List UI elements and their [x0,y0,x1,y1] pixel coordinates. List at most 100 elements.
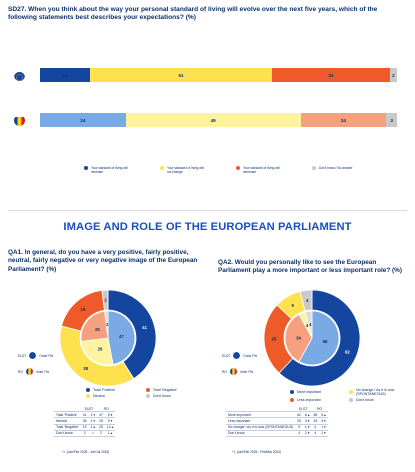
qa1-table: EU27 RO Total 'Positive' 41 1 ▾ 47 6 ▾ Neutra… [54,406,116,437]
table-cell: 58 [311,411,320,419]
legend-item: No change / As it is now (SPONTANEOUS) [349,388,408,396]
bar-segment: 14 [40,68,90,82]
qa2-outer-key: EU27 Outer Pie [222,352,258,359]
outer-slice-label: 25 [272,337,277,342]
qa2-table: EU27 RO More important 62 6 ▴ 58 5 ▴ Less imp… [226,406,328,437]
legend-item: Don't know [146,394,206,398]
outer-slice-label: 41 [142,325,147,330]
sd27-bar-ro: 24 49 24 3 [40,113,397,127]
table-header: RO [311,406,328,413]
table-cell: 1 ▴ [104,430,116,437]
table-cell: 38 [80,417,89,425]
table-header: EU27 [295,406,312,413]
table-cell: = [88,430,98,437]
sd27-bar-eu: 14 51 33 2 [40,68,397,82]
table-cell: No change / As it is now (SPONTANEOUS) [226,424,296,431]
outer-slice [101,289,109,311]
table-cell: Less important [226,417,296,425]
table-header: EU27 [80,406,98,413]
legend-item: Total 'Negative' [146,388,206,392]
table-cell: 1 ▾ [88,417,98,425]
table-row: More important 62 6 ▴ 58 5 ▴ [226,411,328,419]
table-cell: 5 ▴ [319,411,328,419]
qa2-legend: More important No change / As it is now … [290,388,408,404]
table-row: No change / As it is now (SPONTANEOUS) 9 1… [226,424,328,431]
legend-item: More important [290,388,349,396]
table-row: Don't know 2 = 2 1 ▴ [54,430,116,437]
table-cell: 47 [97,411,105,419]
legend-item: Less important [290,398,349,402]
table-header: RO [97,406,116,413]
table-cell: 9 ▾ [104,417,116,425]
table-cell: 25 [295,417,303,425]
inner-slice-label: 4 [309,322,312,327]
section-title: IMAGE AND ROLE OF THE EUROPEAN PARLIAMEN… [63,221,352,233]
inner-slice-label: 4 [306,323,309,328]
bar-segment: 24 [300,113,387,127]
outer-slice [107,289,157,380]
table-cell: 1 ▾ [319,430,328,437]
table-cell: 4 [311,430,320,437]
bar-segment: 49 [125,113,301,127]
table-cell: Don't know [54,430,81,437]
table-cell: 3 ▾ [302,417,312,425]
outer-slice-label: 4 [306,298,309,303]
divider [8,210,407,211]
table-cell: 1 ▴ [88,424,98,431]
table-cell: 2 [97,430,105,437]
outer-slice-label: 2 [104,298,107,303]
table-header [226,406,296,413]
outer-slice-label: 38 [83,366,88,371]
qa1-legend: Total 'Positive' Total 'Negative' Neutra… [86,388,206,400]
inner-slice-label: 34 [296,336,301,341]
outer-slice-label: 9 [291,303,294,308]
inner-slice-label: 58 [323,339,328,344]
table-cell: Neutral [54,417,81,425]
bar-segment: 33 [272,68,390,82]
legend-item: Total 'Positive' [86,388,146,392]
table-cell: 9 [295,424,303,431]
table-row: Total 'Positive' 41 1 ▾ 47 6 ▾ [54,411,116,419]
inner-slice-label: 47 [119,334,124,339]
table-cell: Total 'Positive' [54,411,81,419]
inner-slice-label: 25 [95,327,100,332]
table-row: Total 'Negative' 19 1 ▴ 25 14 ▴ [54,424,116,431]
table-row: Neutral 38 1 ▾ 26 9 ▾ [54,417,116,425]
table-cell: 6 ▴ [302,411,312,419]
qa2-inner-key: RO Inner Pie [222,368,254,375]
bar-segment: 51 [89,68,273,82]
inner-slice-label: 26 [98,346,103,351]
table-cell: 4 [295,430,303,437]
outer-slice-label: 62 [345,349,350,354]
sd27-title: SD27. When you think about the way your … [8,6,378,22]
inner-slice [107,310,136,365]
legend-item: Your standard of living will not change [160,166,208,174]
inner-slice [304,310,313,339]
bar-segment: 2 [389,68,397,82]
qa2-note: +/- (Jan/Feb 2025 - Feb/Mar 2024) [232,450,281,454]
table-row: Less important 25 3 ▾ 34 3 ▾ [226,417,328,425]
table-cell: 1 ▾ [302,424,312,431]
inner-slice [104,310,109,339]
inner-slice-label: 2 [106,322,109,327]
legend-item: Neutral [86,394,146,398]
table-cell: More important [226,411,296,419]
qa1-inner-key: RO Inner Pie [18,368,50,375]
qa1-title: QA1. In general, do you have a very posi… [8,249,198,273]
qa1-note: +/- (Jan/Feb 2025 - Jun/Jul 2024) [62,450,110,454]
bar-segment: 24 [40,113,126,127]
table-cell: 62 [295,411,303,419]
table-cell: 14 ▴ [104,424,116,431]
bar-segment: 3 [386,113,397,127]
legend-item: Your standard of living will increase [84,166,132,174]
table-header [54,406,81,413]
outer-slice-label: 19 [80,307,85,312]
table-cell: 2 ▾ [302,430,312,437]
eu-flag-icon [14,70,25,81]
qa2-title: QA2. Would you personally like to see th… [218,259,402,275]
outer-slice [278,289,361,387]
table-cell: 26 [97,417,105,425]
table-cell: 1 ▾ [88,411,98,419]
table-cell: Don't know [226,430,296,437]
qa1-outer-key: EU27 Outer Pie [18,352,54,359]
